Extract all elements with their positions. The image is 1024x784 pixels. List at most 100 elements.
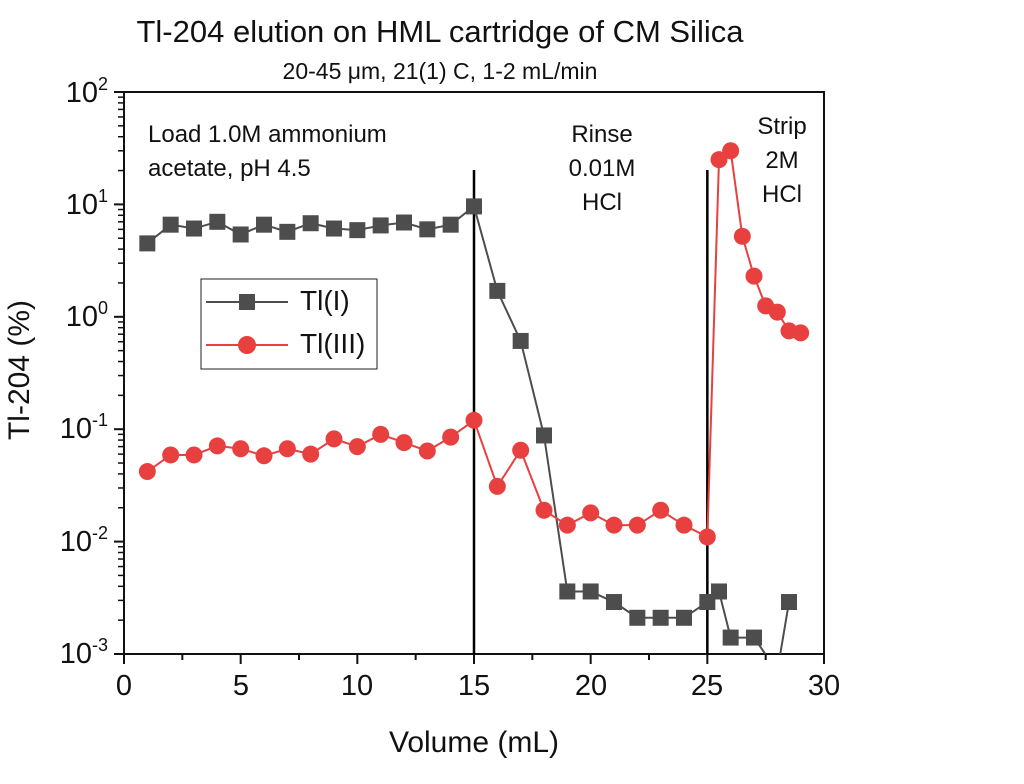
data-point-square [606,594,622,611]
y-tick-exponent: -1 [91,410,108,430]
legend [200,278,378,370]
data-point-circle [232,440,250,458]
data-point-square [232,226,249,243]
y-tick-base: 10 [59,638,92,670]
y-tick-base: 10 [65,301,98,333]
data-point-square [302,215,319,232]
y-tick-label: 10-1 [40,410,108,446]
y-tick-label: 10-3 [40,635,108,671]
series-group [138,142,810,679]
y-tick-label: 10-2 [40,523,108,559]
y-tick-label: 102 [40,74,108,110]
data-point-circle [255,447,273,465]
data-point-circle [605,516,623,534]
data-point-circle [582,504,600,522]
x-tick-label: 20 [574,670,608,702]
series-square [139,198,797,679]
data-point-square [466,198,482,215]
y-tick-label: 101 [40,186,108,222]
data-point-square [629,609,646,626]
x-tick-label: 10 [340,670,374,702]
data-point-square [256,216,272,233]
data-point-circle [395,434,413,452]
data-point-square [372,217,389,234]
data-point-square [769,663,785,679]
x-tick-label: 0 [115,670,133,702]
data-point-circle [488,477,506,495]
data-point-circle [138,463,156,481]
data-point-square [711,583,727,600]
legend-label-tl1: Tl(I) [300,285,350,316]
data-point-circle [558,516,576,534]
y-tick-exponent: -3 [91,635,108,655]
annotation-strip: Strip 2M HCl [744,110,820,212]
x-tick-label: 5 [232,670,250,702]
x-axis-label: Volume (mL) [388,726,560,759]
x-tick-label: 30 [807,670,841,702]
data-point-circle [652,501,670,519]
annotation-strip-line-2: 2M [765,147,799,174]
data-point-square [512,332,529,349]
data-point-square [139,235,156,252]
data-point-square [489,282,506,299]
data-point-square [162,216,179,233]
data-point-circle [698,528,716,546]
data-point-circle [372,425,390,443]
y-tick-exponent: 2 [97,74,108,94]
y-tick-base: 10 [65,77,98,109]
data-point-circle [325,430,343,448]
data-point-square [442,216,459,233]
phase-divider-lines [472,170,709,654]
data-point-circle [710,151,728,169]
annotation-rinse: Rinse 0.01M HCl [552,118,652,220]
data-point-circle [792,324,810,342]
annotation-load: Load 1.0M ammonium acetate, pH 4.5 [148,118,387,186]
data-point-square [676,609,692,626]
data-point-square [186,220,202,237]
y-tick-base: 10 [65,189,98,221]
y-tick-exponent: 0 [97,298,108,318]
data-point-square [349,222,366,239]
data-point-circle [302,445,320,463]
data-point-square [559,583,576,600]
y-tick-base: 10 [59,413,92,445]
x-tick-label: 15 [457,670,491,702]
annotation-strip-line-1: Strip [757,113,807,140]
y-axis-label: Tl-204 (%) [3,299,36,441]
legend-marker-tl3 [238,336,256,354]
chart-title: Tl-204 elution on HML cartridge of CM Si… [136,14,744,49]
y-tick-base: 10 [59,526,92,558]
annotation-strip-line-3: HCl [762,181,802,208]
annotation-rinse-line-3: HCl [582,189,622,216]
y-tick-exponent: -2 [91,523,108,543]
chart-subtitle: 20-45 μm, 21(1) C, 1-2 mL/min [282,58,598,84]
data-point-circle [442,428,460,446]
data-point-square [279,223,296,240]
data-point-circle [768,303,786,321]
y-tick-label: 100 [40,298,108,334]
data-point-circle [722,142,740,160]
data-point-circle [465,411,483,429]
data-point-square [582,583,599,600]
series-circle [138,142,810,546]
data-point-square [419,221,436,238]
annotation-rinse-line-1: Rinse [571,121,633,148]
annotation-load-line-2: acetate, pH 4.5 [148,155,311,182]
data-point-square [326,220,342,237]
series-line [146,204,790,654]
data-point-square [396,214,412,231]
data-point-square [209,213,226,230]
data-point-circle [733,227,751,245]
legend-frame [200,278,378,370]
data-point-circle [208,437,226,455]
annotation-rinse-line-2: 0.01M [568,155,636,182]
data-point-square [781,594,797,611]
data-point-circle [185,446,203,464]
y-tick-exponent: 1 [97,186,108,206]
x-tick-label: 25 [690,670,724,702]
data-point-circle [278,440,296,458]
data-point-circle [348,438,366,456]
legend-label-tl3: Tl(III) [300,328,366,359]
data-point-circle [512,441,530,459]
legend-marker-tl1 [239,294,255,310]
